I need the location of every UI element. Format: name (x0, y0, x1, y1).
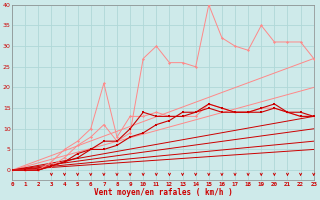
X-axis label: Vent moyen/en rafales ( km/h ): Vent moyen/en rafales ( km/h ) (93, 188, 232, 197)
